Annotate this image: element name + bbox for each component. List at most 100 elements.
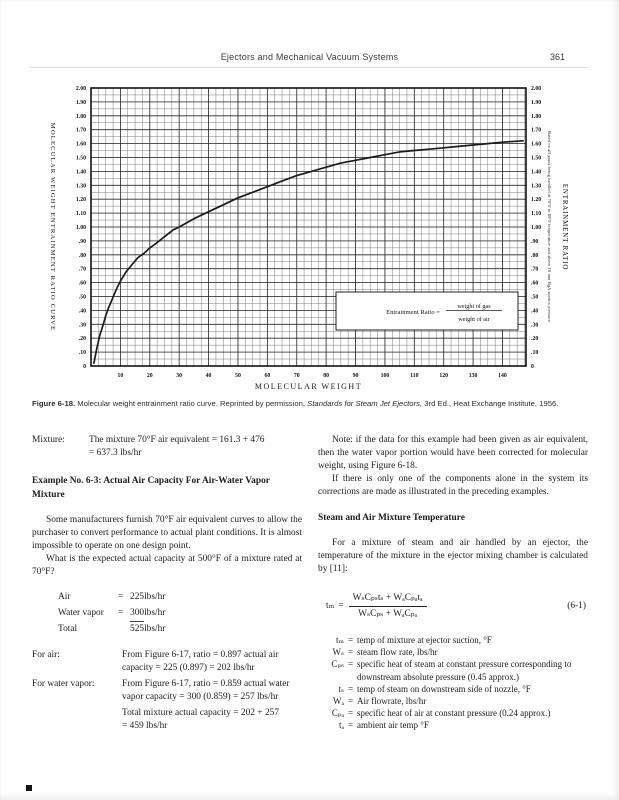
rate-unit: lbs/hr	[144, 624, 166, 634]
note-pre: Note: if the data for this example had b…	[332, 435, 534, 445]
svg-text:60: 60	[264, 373, 270, 379]
svg-text:1.40: 1.40	[531, 169, 541, 175]
svg-text:30: 30	[176, 373, 182, 379]
equation-denominator: WₛCₚₛ + WₐCₚₐ	[358, 609, 418, 619]
calc-lines: Total mixture actual capacity = 202 + 25…	[122, 707, 302, 733]
svg-text:1.80: 1.80	[76, 114, 86, 120]
svg-text:.40: .40	[79, 308, 86, 314]
definition-term: tₐ	[339, 720, 344, 731]
caption-figure-label: Figure 6-18.	[32, 399, 76, 408]
mixture-line-2: = 637.3 lbs/hr	[89, 448, 142, 458]
svg-text:Entrainment Ratio =: Entrainment Ratio =	[386, 309, 440, 316]
svg-text:1.70: 1.70	[76, 128, 86, 134]
example-heading: Example No. 6-3: Actual Air Capacity For…	[32, 476, 270, 500]
calc-line: From Figure 6-17, ratio = 0.897 actual a…	[122, 649, 279, 660]
svg-text:1.10: 1.10	[531, 211, 541, 217]
rate-equals: =	[118, 607, 124, 618]
equation: tₘ = WₛCₚₛtₛ + WₐCₚₐtₐ WₛCₚₛ + WₐCₚₐ (6-…	[318, 592, 588, 621]
rates-table: Air = 225 lbs/hr Water vapor = 300 lbs/hr Tota…	[58, 590, 302, 638]
svg-text:1.90: 1.90	[76, 100, 86, 106]
section-heading: Steam and Air Mixture Temperature	[318, 513, 465, 523]
svg-text:1.40: 1.40	[76, 169, 86, 175]
calc-line: Total mixture actual capacity = 202 + 25…	[122, 707, 280, 718]
caption-tail: 3rd Ed., Heat Exchange Institute, 1956.	[422, 399, 559, 408]
definition-text: specific heat of steam at constant press…	[357, 659, 572, 682]
definition-row: Wₛ = steam flow rate, lbs/hr	[318, 646, 588, 658]
svg-text:100: 100	[381, 373, 390, 379]
svg-text:.20: .20	[531, 336, 538, 342]
definition-row: Wₐ = Air flowrate, lbs/hr	[318, 695, 588, 707]
svg-text:MOLECULAR WEIGHT: MOLECULAR WEIGHT	[255, 382, 362, 391]
caption-source: Standards for Steam Jet Ejectors,	[307, 399, 423, 408]
definition-row: Cₚₛ = specific heat of steam at constant p…	[318, 658, 588, 682]
svg-text:2.00: 2.00	[76, 86, 86, 92]
definitions-list: tₘ = temp of mixture at ejector suction, °…	[318, 634, 588, 732]
body-columns: Mixture: The mixture 70°F air equivalent…	[32, 434, 589, 736]
svg-text:90: 90	[353, 373, 359, 379]
svg-text:.70: .70	[531, 267, 538, 273]
calc-row: Total mixture actual capacity = 202 + 25…	[32, 707, 302, 733]
rate-amount: 300	[130, 606, 145, 622]
rate-amount: 225	[130, 592, 145, 602]
definition-equals: =	[347, 635, 354, 645]
calc-line: = 459 lbs/hr	[122, 720, 168, 731]
equation-numerator: WₛCₚₛtₛ + WₐCₚₐtₐ	[348, 592, 427, 607]
definition-text: temp of steam on downstream side of nozz…	[357, 683, 531, 694]
equation-fraction: WₛCₚₛtₛ + WₐCₚₐtₐ WₛCₚₛ + WₐCₚₐ	[348, 592, 427, 621]
definition-row: tₘ = temp of mixture at ejector suction, °…	[318, 634, 588, 646]
calc-line: capacity = 225 (0.897) = 202 lbs/hr	[122, 662, 255, 673]
rate-unit: lbs/hr	[144, 592, 166, 602]
definition-equals: =	[347, 659, 354, 670]
definition-equals: =	[347, 708, 354, 719]
svg-text:1.90: 1.90	[531, 100, 541, 106]
svg-text:0: 0	[531, 364, 534, 370]
svg-text:.60: .60	[79, 281, 86, 287]
rate-equals: =	[118, 592, 124, 602]
figure-caption: Figure 6-18. Molecular weight entrainmen…	[32, 399, 589, 410]
rate-amount: 525	[130, 624, 145, 634]
rate-row: Water vapor = 300 lbs/hr	[58, 606, 302, 622]
svg-text:110: 110	[410, 373, 418, 379]
calc-label	[32, 707, 122, 733]
calc-line: From Figure 6-17, ratio = 0.859 actual w…	[122, 678, 290, 689]
definition-equals: =	[347, 647, 354, 658]
svg-text:10: 10	[117, 373, 123, 379]
header-title: Ejectors and Mechanical Vacuum Systems	[220, 52, 399, 62]
rate-label: Total	[58, 624, 78, 634]
figure: Entrainment Ratio = weight of gas weight o…	[36, 80, 586, 394]
svg-text:120: 120	[439, 373, 448, 379]
svg-text:0: 0	[83, 364, 86, 370]
svg-text:weight of air: weight of air	[458, 316, 490, 323]
definition-text: steam flow rate, lbs/hr	[357, 647, 438, 658]
svg-text:.50: .50	[79, 295, 86, 301]
entrainment-ratio-chart: Entrainment Ratio = weight of gas weight o…	[49, 86, 569, 391]
scan-artifact	[26, 785, 32, 791]
svg-text:1.50: 1.50	[531, 156, 541, 162]
svg-text:.10: .10	[79, 350, 86, 356]
definition-row: tₛ = temp of steam on downstream side of n…	[318, 683, 588, 695]
definition-row: tₐ = ambient air temp °F	[318, 719, 588, 731]
mixture-line-1: The mixture 70°F air equivalent = 161.3 …	[89, 435, 265, 445]
svg-text:.90: .90	[79, 239, 86, 245]
svg-text:.40: .40	[531, 308, 538, 314]
note-paragraph: Note: if the data for this example had b…	[318, 434, 588, 473]
definition-text: Air flowrate, lbs/hr	[357, 696, 427, 707]
paragraph-mixture-temp: For a mixture of steam and air handled b…	[318, 538, 588, 574]
mixture-row: Mixture: The mixture 70°F air equivalent…	[32, 434, 302, 460]
svg-text:70: 70	[294, 373, 300, 379]
svg-text:1.50: 1.50	[76, 156, 86, 162]
calc-label: For water vapor:	[32, 678, 95, 689]
svg-text:1.00: 1.00	[531, 225, 541, 231]
svg-text:.30: .30	[79, 322, 86, 328]
left-column: Mixture: The mixture 70°F air equivalent…	[32, 434, 302, 736]
svg-text:1.60: 1.60	[76, 142, 86, 148]
svg-text:80: 80	[323, 373, 329, 379]
svg-text:1.80: 1.80	[531, 114, 541, 120]
definition-equals: =	[347, 720, 354, 731]
svg-text:.60: .60	[531, 281, 538, 287]
svg-text:1.60: 1.60	[531, 142, 541, 148]
running-head: Ejectors and Mechanical Vacuum Systems 3…	[30, 52, 589, 68]
svg-text:Based on all gases being handl: Based on all gases being handled at 70°F…	[547, 131, 552, 323]
rate-row: Total 525 lbs/hr	[58, 622, 302, 638]
